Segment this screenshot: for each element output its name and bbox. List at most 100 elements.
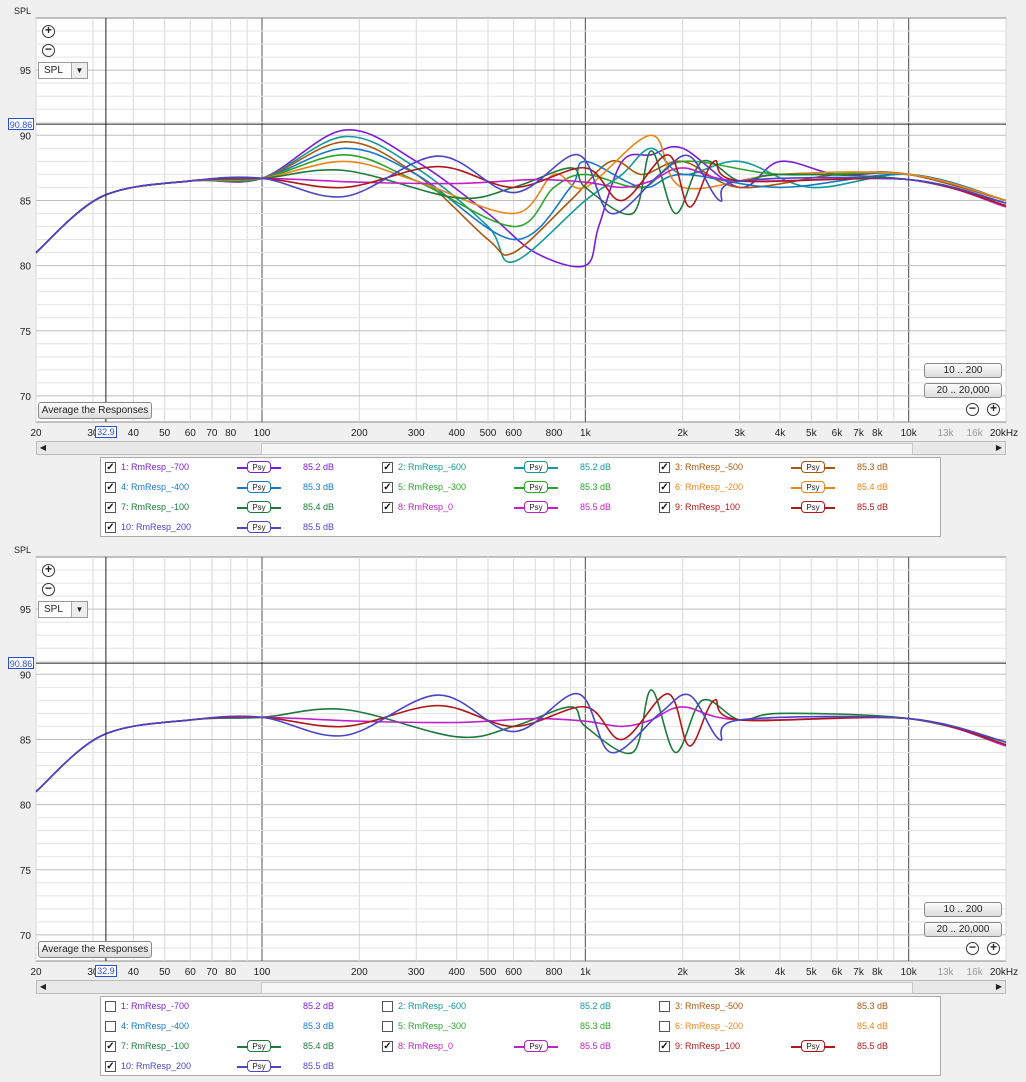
legend-item[interactable]: ✓ 1: RmResp_-700 Psy 85.2 dB: [101, 459, 376, 477]
series-checkbox[interactable]: ✓: [105, 522, 116, 533]
legend-item[interactable]: 3: RmResp_-500 85.3 dB: [655, 998, 930, 1016]
x-tick-label: 200: [351, 967, 368, 978]
scroll-left-icon[interactable]: ◀: [39, 982, 47, 991]
range-10-200-button[interactable]: 10 .. 200: [924, 902, 1002, 917]
legend-item[interactable]: ✓ 5: RmResp_-300 Psy 85.3 dB: [378, 479, 653, 497]
scroll-right-icon[interactable]: ▶: [995, 982, 1003, 991]
legend-item[interactable]: 4: RmResp_-400 85.3 dB: [101, 1018, 376, 1036]
zoom-in-x-icon[interactable]: +: [987, 402, 1000, 416]
range-20-20000-button[interactable]: 20 .. 20,000: [924, 922, 1002, 937]
series-checkbox[interactable]: ✓: [659, 502, 670, 513]
legend-item[interactable]: ✓ 10: RmResp_200 Psy 85.5 dB: [101, 1058, 376, 1076]
series-checkbox[interactable]: ✓: [659, 462, 670, 473]
legend-item[interactable]: 6: RmResp_-200 85.4 dB: [655, 1018, 930, 1036]
average-responses-button[interactable]: Average the Responses: [38, 941, 152, 958]
series-average-db: 85.2 dB: [303, 1001, 335, 1011]
psy-smoothing-indicator[interactable]: Psy: [237, 1060, 281, 1074]
series-checkbox[interactable]: ✓: [105, 502, 116, 513]
scroll-thumb[interactable]: [261, 443, 913, 455]
zoom-out-x-icon[interactable]: −: [966, 941, 979, 955]
y-tick-label: 75: [20, 866, 32, 877]
view-select[interactable]: SPL ▼: [38, 601, 88, 618]
range-10-200-button[interactable]: 10 .. 200: [924, 363, 1002, 378]
series-checkbox[interactable]: ✓: [382, 482, 393, 493]
psy-smoothing-indicator[interactable]: Psy: [791, 481, 835, 495]
scroll-right-icon[interactable]: ▶: [995, 443, 1003, 452]
legend-item[interactable]: ✓ 9: RmResp_100 Psy 85.5 dB: [655, 1038, 930, 1056]
legend-item[interactable]: ✓ 8: RmResp_0 Psy 85.5 dB: [378, 499, 653, 517]
zoom-in-x-icon[interactable]: +: [987, 941, 1000, 955]
legend-item[interactable]: 5: RmResp_-300 85.3 dB: [378, 1018, 653, 1036]
psy-smoothing-indicator[interactable]: Psy: [514, 501, 558, 515]
y-tick-label: 95: [20, 66, 32, 77]
series-name: 7: RmResp_-100: [121, 502, 190, 512]
spl-graph-top[interactable]: 95 90 85 80 75 70 20 30 40 50 60 70 80 100 200 300 400 50…: [0, 0, 1026, 460]
plot-area: [35, 556, 1007, 962]
zoom-out-icon[interactable]: −: [42, 43, 55, 57]
legend-item[interactable]: ✓ 3: RmResp_-500 Psy 85.3 dB: [655, 459, 930, 477]
x-tick-label: 8k: [872, 967, 884, 978]
series-checkbox[interactable]: ✓: [659, 1041, 670, 1052]
psy-label: Psy: [801, 461, 825, 473]
psy-smoothing-indicator[interactable]: Psy: [237, 521, 281, 535]
legend-item[interactable]: ✓ 7: RmResp_-100 Psy 85.4 dB: [101, 499, 376, 517]
psy-smoothing-indicator[interactable]: Psy: [791, 461, 835, 475]
psy-smoothing-indicator[interactable]: Psy: [237, 461, 281, 475]
legend-item[interactable]: 2: RmResp_-600 85.2 dB: [378, 998, 653, 1016]
psy-smoothing-indicator[interactable]: Psy: [791, 501, 835, 515]
legend-item[interactable]: ✓ 4: RmResp_-400 Psy 85.3 dB: [101, 479, 376, 497]
y-tick-label: 90: [20, 670, 32, 681]
series-checkbox[interactable]: [105, 1001, 116, 1012]
x-tick-label: 200: [351, 428, 368, 439]
scroll-left-icon[interactable]: ◀: [39, 443, 47, 452]
horizontal-scrollbar[interactable]: ◀ ▶: [36, 980, 1006, 994]
legend-item[interactable]: ✓ 9: RmResp_100 Psy 85.5 dB: [655, 499, 930, 517]
x-tick-label: 10k: [901, 428, 918, 439]
legend-item[interactable]: ✓ 2: RmResp_-600 Psy 85.2 dB: [378, 459, 653, 477]
legend-item[interactable]: 1: RmResp_-700 85.2 dB: [101, 998, 376, 1016]
legend-item[interactable]: ✓ 7: RmResp_-100 Psy 85.4 dB: [101, 1038, 376, 1056]
zoom-out-x-icon[interactable]: −: [966, 402, 979, 416]
psy-smoothing-indicator[interactable]: Psy: [237, 501, 281, 515]
series-average-db: 85.3 dB: [303, 1021, 335, 1031]
series-checkbox[interactable]: [382, 1001, 393, 1012]
legend-item[interactable]: ✓ 6: RmResp_-200 Psy 85.4 dB: [655, 479, 930, 497]
zoom-out-icon[interactable]: −: [42, 582, 55, 596]
psy-smoothing-indicator[interactable]: Psy: [514, 1040, 558, 1054]
series-checkbox[interactable]: ✓: [659, 482, 670, 493]
x-tick-label: 3k: [734, 967, 746, 978]
psy-smoothing-indicator[interactable]: Psy: [514, 481, 558, 495]
zoom-in-icon[interactable]: +: [42, 24, 55, 38]
psy-smoothing-indicator[interactable]: Psy: [791, 1040, 835, 1054]
series-checkbox[interactable]: ✓: [105, 462, 116, 473]
scroll-thumb[interactable]: [261, 982, 913, 994]
spl-graph-bottom[interactable]: 95 90 85 80 75 70 20 30 40 50 60 70 80 100 200 300 400 50…: [0, 539, 1026, 999]
series-checkbox[interactable]: ✓: [382, 1041, 393, 1052]
psy-smoothing-indicator[interactable]: Psy: [514, 461, 558, 475]
legend-item[interactable]: ✓ 8: RmResp_0 Psy 85.5 dB: [378, 1038, 653, 1056]
x-tick-label: 30: [87, 967, 99, 978]
cursor-y-readout: 90.86: [8, 118, 34, 131]
x-tick-label: 2k: [677, 428, 689, 439]
average-responses-button[interactable]: Average the Responses: [38, 402, 152, 419]
horizontal-scrollbar[interactable]: ◀ ▶: [36, 441, 1006, 455]
legend-item[interactable]: ✓ 10: RmResp_200 Psy 85.5 dB: [101, 519, 376, 537]
zoom-in-icon[interactable]: +: [42, 563, 55, 577]
series-checkbox[interactable]: [105, 1021, 116, 1032]
y-tick-label: 70: [20, 392, 32, 403]
series-checkbox[interactable]: [659, 1021, 670, 1032]
series-name: 6: RmResp_-200: [675, 1021, 744, 1031]
series-checkbox[interactable]: [382, 1021, 393, 1032]
series-checkbox[interactable]: ✓: [105, 1041, 116, 1052]
psy-smoothing-indicator[interactable]: Psy: [237, 481, 281, 495]
series-checkbox[interactable]: ✓: [382, 462, 393, 473]
view-select[interactable]: SPL ▼: [38, 62, 88, 79]
x-tick-label: 300: [408, 428, 425, 439]
series-checkbox[interactable]: ✓: [105, 1061, 116, 1072]
psy-smoothing-indicator[interactable]: Psy: [237, 1040, 281, 1054]
series-checkbox[interactable]: ✓: [105, 482, 116, 493]
range-20-20000-button[interactable]: 20 .. 20,000: [924, 383, 1002, 398]
series-checkbox[interactable]: [659, 1001, 670, 1012]
series-checkbox[interactable]: ✓: [382, 502, 393, 513]
x-tick-label: 13k: [937, 967, 954, 978]
